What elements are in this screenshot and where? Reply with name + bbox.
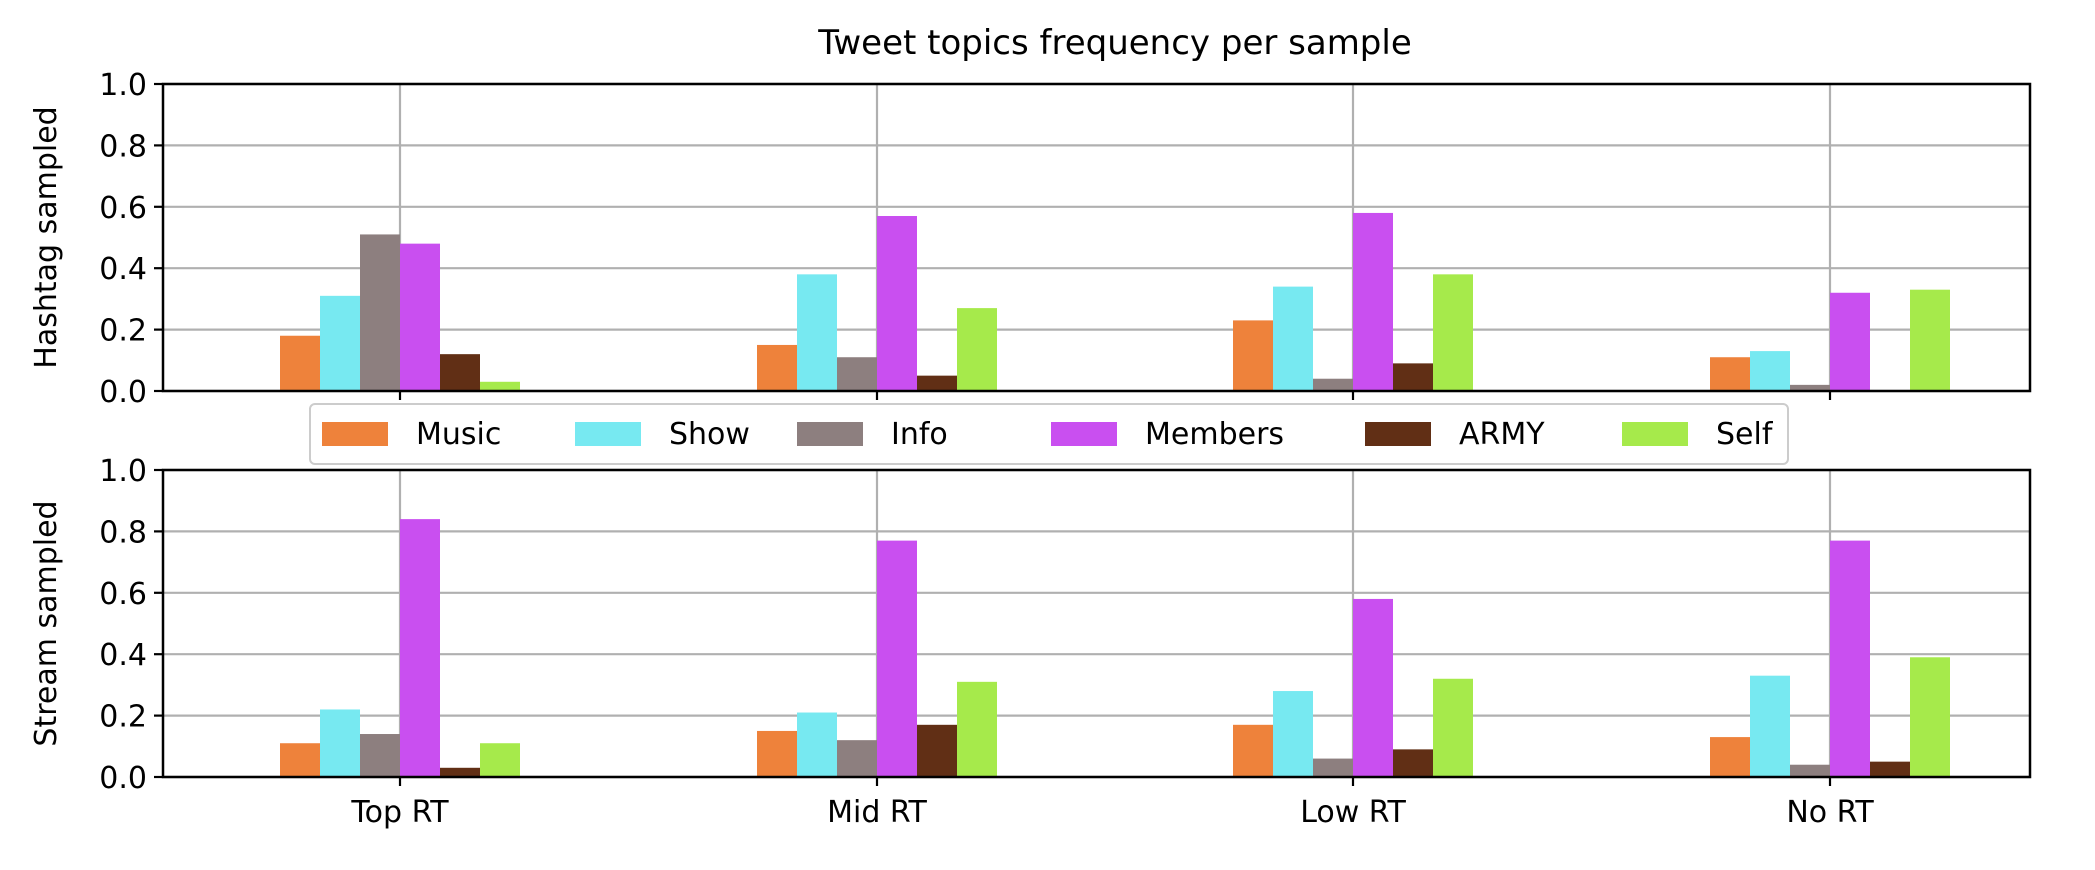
bar-members-mid-rt <box>877 540 917 777</box>
bar-info-low-rt <box>1313 758 1353 777</box>
y-tick-label: 0.6 <box>99 577 147 612</box>
bar-show-no-rt <box>1750 675 1790 777</box>
y-tick-label: 1.0 <box>99 68 147 103</box>
bar-music-top-rt <box>280 743 320 777</box>
x-tick-label-low-rt: Low RT <box>1300 795 1406 830</box>
y-tick-label: 0.8 <box>99 515 147 550</box>
y-tick-label: 0.8 <box>99 129 147 164</box>
chart-title: Tweet topics frequency per sample <box>817 23 1412 63</box>
legend-swatch-members <box>1051 422 1117 446</box>
x-tick-label-top-rt: Top RT <box>350 795 449 830</box>
legend-label-show: Show <box>669 417 750 452</box>
x-tick-label-no-rt: No RT <box>1786 795 1874 830</box>
y-tick-label: 1.0 <box>99 454 147 489</box>
bar-self-no-rt <box>1910 289 1950 391</box>
y-tick-label: 0.4 <box>99 638 147 673</box>
bar-self-top-rt <box>480 743 520 777</box>
legend-swatch-music <box>322 422 388 446</box>
bar-show-no-rt <box>1750 351 1790 391</box>
bar-info-no-rt <box>1790 384 1830 391</box>
axes-frame <box>161 468 2032 779</box>
bar-self-low-rt <box>1433 678 1473 777</box>
y-tick-label: 0.6 <box>99 191 147 226</box>
bar-info-no-rt <box>1790 764 1830 777</box>
axes-frame <box>161 82 2032 393</box>
bar-info-mid-rt <box>837 740 877 777</box>
bar-army-mid-rt <box>917 375 957 391</box>
hashtag-sampled-panel: 0.0 0.2 0.4 0.6 0.8 1.0 Hashtag sampled <box>29 68 2032 410</box>
bar-info-top-rt <box>360 734 400 777</box>
bar-music-top-rt <box>280 335 320 391</box>
legend-swatch-self <box>1622 422 1688 446</box>
y-tick-label: 0.4 <box>99 252 147 287</box>
legend-label-self: Self <box>1716 417 1774 452</box>
bar-music-low-rt <box>1233 724 1273 777</box>
y-tick-label: 0.2 <box>99 700 147 735</box>
bar-self-mid-rt <box>957 681 997 777</box>
bar-show-mid-rt <box>797 274 837 391</box>
bar-info-low-rt <box>1313 378 1353 391</box>
y-axis-label: Hashtag sampled <box>29 106 64 368</box>
legend-frame <box>309 403 1789 465</box>
bar-army-no-rt <box>1870 761 1910 777</box>
legend-label-info: Info <box>891 417 948 452</box>
bar-members-low-rt <box>1353 598 1393 777</box>
bar-members-no-rt <box>1830 292 1870 391</box>
legend-swatch-show <box>575 422 641 446</box>
bar-army-top-rt <box>440 767 480 777</box>
bar-show-mid-rt <box>797 712 837 777</box>
bar-self-no-rt <box>1910 657 1950 777</box>
y-tick-label: 0.0 <box>99 375 147 410</box>
legend: Music Show Info Members ARMY Self <box>309 403 1789 465</box>
bar-show-low-rt <box>1273 286 1313 391</box>
y-tick-label: 0.2 <box>99 314 147 349</box>
bar-army-low-rt <box>1393 363 1433 391</box>
bar-music-mid-rt <box>757 344 797 391</box>
bar-army-low-rt <box>1393 749 1433 777</box>
bar-show-top-rt <box>320 709 360 777</box>
bar-members-top-rt <box>400 243 440 391</box>
bar-show-low-rt <box>1273 691 1313 777</box>
x-tick-label-mid-rt: Mid RT <box>827 795 927 830</box>
bar-info-mid-rt <box>837 357 877 391</box>
bar-army-mid-rt <box>917 724 957 777</box>
legend-swatch-info <box>797 422 863 446</box>
bar-self-top-rt <box>480 381 520 391</box>
legend-label-members: Members <box>1145 417 1284 452</box>
legend-label-music: Music <box>416 417 501 452</box>
bar-army-top-rt <box>440 354 480 391</box>
legend-label-army: ARMY <box>1459 417 1545 452</box>
stream-sampled-panel: 0.0 0.2 0.4 0.6 0.8 1.0 Top RT Mid RT Low RT No R… <box>29 454 2032 830</box>
y-axis-label: Stream sampled <box>29 500 64 746</box>
bar-members-low-rt <box>1353 212 1393 391</box>
bar-self-mid-rt <box>957 308 997 391</box>
bar-music-no-rt <box>1710 357 1750 391</box>
bar-info-top-rt <box>360 234 400 391</box>
bar-self-low-rt <box>1433 274 1473 391</box>
bar-music-mid-rt <box>757 730 797 777</box>
bar-music-low-rt <box>1233 320 1273 391</box>
bar-members-no-rt <box>1830 540 1870 777</box>
bar-members-top-rt <box>400 519 440 777</box>
y-tick-label: 0.0 <box>99 761 147 796</box>
bar-members-mid-rt <box>877 216 917 391</box>
bar-music-no-rt <box>1710 737 1750 777</box>
bar-show-top-rt <box>320 295 360 391</box>
legend-swatch-army <box>1365 422 1431 446</box>
